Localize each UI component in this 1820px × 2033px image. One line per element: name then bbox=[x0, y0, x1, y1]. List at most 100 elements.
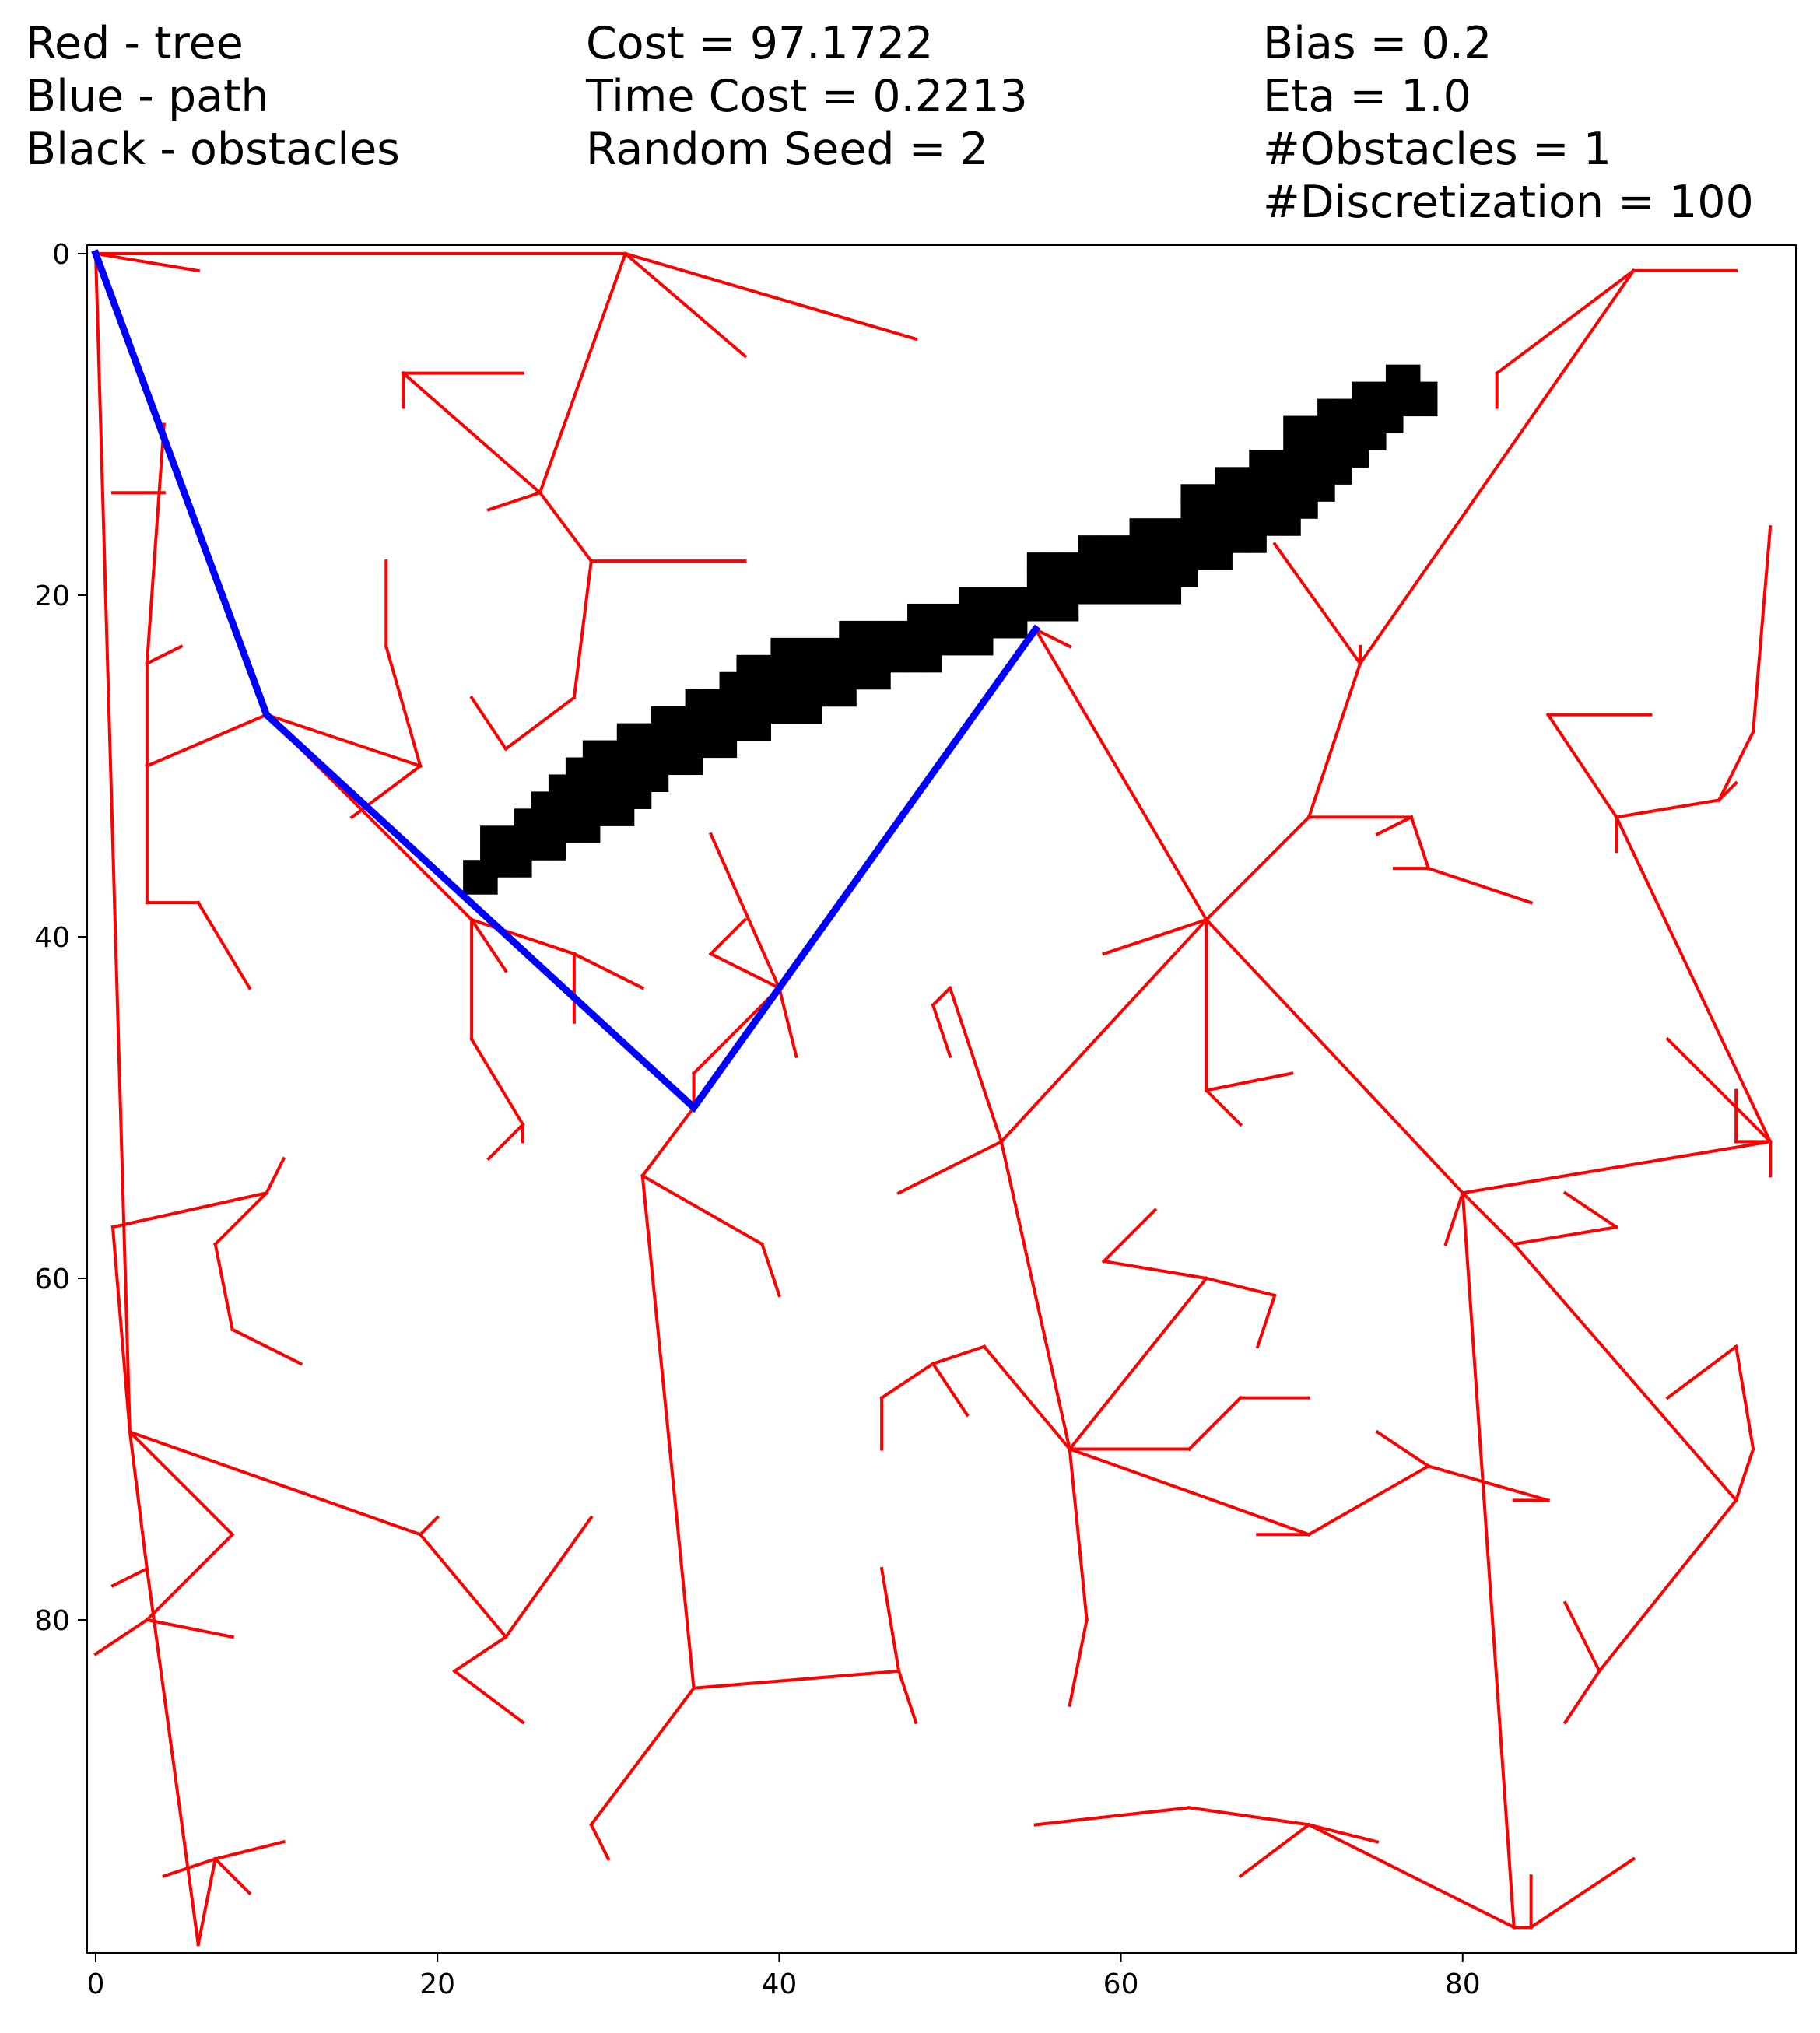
obstacle-cell bbox=[1283, 433, 1301, 450]
obstacle-cell bbox=[1180, 570, 1198, 587]
tree-edge bbox=[572, 559, 594, 699]
tree-edge bbox=[538, 251, 628, 495]
obstacle-cell bbox=[1232, 535, 1250, 553]
obstacle-cell bbox=[1198, 518, 1215, 536]
tree-edge bbox=[1615, 798, 1721, 819]
obstacle-cell bbox=[856, 671, 874, 690]
tree-edge bbox=[1204, 1276, 1277, 1298]
tree-edge bbox=[401, 370, 542, 496]
obstacle-cell bbox=[736, 654, 755, 673]
obstacle-cell bbox=[565, 774, 584, 792]
tree-edge bbox=[1461, 1140, 1773, 1195]
obstacle-cell bbox=[1369, 415, 1387, 434]
obstacle-cell bbox=[1215, 535, 1233, 553]
tree-edge bbox=[503, 695, 577, 752]
obstacle-cell bbox=[1300, 501, 1318, 519]
path-layer bbox=[91, 249, 1041, 1113]
obstacle-cell bbox=[839, 689, 857, 707]
tree-edge bbox=[948, 986, 1004, 1144]
obstacle-cell bbox=[1078, 535, 1096, 553]
obstacle-cell bbox=[514, 808, 532, 826]
obstacle-cell bbox=[599, 791, 618, 809]
obstacle-cell bbox=[480, 825, 498, 843]
obstacle-cell bbox=[1352, 398, 1369, 417]
obstacle-cell bbox=[1163, 587, 1182, 605]
obstacle-cell bbox=[975, 620, 994, 639]
obstacle-cell bbox=[1419, 381, 1438, 400]
tree-edge bbox=[589, 1685, 696, 1828]
tree-edge bbox=[1033, 627, 1209, 922]
obstacle-cell bbox=[633, 757, 652, 776]
obstacle-cell bbox=[633, 791, 652, 809]
obstacle-cell bbox=[1266, 518, 1284, 536]
obstacle-cell bbox=[856, 654, 874, 673]
tree-edge bbox=[640, 1105, 696, 1179]
tree-edge bbox=[212, 1856, 252, 1895]
obstacles-count-label: #Obstacles = 1 bbox=[1263, 124, 1611, 175]
obstacle-cell bbox=[736, 723, 755, 741]
tree-edge bbox=[1306, 1822, 1380, 1844]
tree-edge bbox=[1238, 1822, 1311, 1879]
obstacle-cell bbox=[1163, 570, 1182, 587]
tree-edge bbox=[1358, 268, 1636, 666]
obstacle-cell bbox=[1146, 552, 1165, 570]
tree-edge bbox=[1102, 1259, 1208, 1281]
obstacle-cell bbox=[1232, 484, 1250, 502]
tree-edge bbox=[93, 251, 132, 1434]
header: Red - tree Blue - path Black - obstacles… bbox=[0, 0, 1820, 233]
tree-edge bbox=[1187, 1806, 1311, 1827]
obstacle-cell bbox=[924, 637, 942, 656]
y-tick-label: 80 bbox=[34, 1605, 70, 1637]
obstacle-cell bbox=[1317, 415, 1335, 434]
obstacle-cell bbox=[856, 637, 874, 656]
tree-edge bbox=[1204, 917, 1465, 1196]
tree-edge bbox=[931, 1003, 952, 1059]
obstacle-cell bbox=[1163, 535, 1182, 553]
params-text: Bias = 0.2 Eta = 1.0 #Obstacles = 1 #Dis… bbox=[1263, 17, 1754, 229]
obstacle-cell bbox=[1009, 603, 1028, 622]
tree-edge bbox=[1426, 1463, 1551, 1502]
obstacle-cell bbox=[822, 637, 840, 656]
obstacle-cell bbox=[1215, 484, 1233, 502]
obstacle-cell bbox=[1129, 587, 1148, 605]
obstacle-cell bbox=[1112, 587, 1131, 605]
obstacle-cell bbox=[1043, 603, 1062, 622]
obstacle-cell bbox=[958, 587, 977, 605]
obstacle-cell bbox=[548, 843, 566, 861]
tree-edge bbox=[1751, 525, 1773, 734]
tree-edge bbox=[1426, 866, 1534, 905]
obstacle-cell bbox=[753, 706, 771, 724]
obstacle-cell bbox=[890, 654, 908, 673]
tree-edge bbox=[1717, 729, 1755, 803]
obstacle-cell bbox=[719, 723, 738, 741]
obstacle-cell bbox=[719, 671, 738, 690]
obstacle-cell bbox=[770, 689, 788, 707]
obstacle-cell bbox=[1334, 415, 1352, 434]
obstacle-cell bbox=[787, 671, 805, 690]
obstacle-cell bbox=[651, 757, 669, 776]
obstacle-cell bbox=[548, 825, 566, 843]
obstacle-cell bbox=[616, 757, 635, 776]
obstacle-cell bbox=[1215, 552, 1233, 570]
obstacle-cell bbox=[463, 860, 481, 878]
tree-edge bbox=[931, 1344, 987, 1366]
tree-edge bbox=[145, 1566, 200, 1947]
obstacle-cell bbox=[1352, 415, 1369, 434]
discretization-label: #Discretization = 100 bbox=[1263, 177, 1754, 228]
obstacle-cell bbox=[497, 843, 515, 861]
obstacle-cell bbox=[1402, 381, 1421, 400]
tree-edge bbox=[589, 1822, 611, 1861]
obstacle-cell bbox=[1043, 587, 1062, 605]
obstacle-cell bbox=[1163, 552, 1182, 570]
obstacle-cell bbox=[942, 637, 959, 656]
obstacle-cell bbox=[924, 620, 942, 639]
tree-edge bbox=[145, 422, 166, 665]
obstacle-cell bbox=[1352, 450, 1369, 468]
obstacle-cell bbox=[924, 603, 942, 622]
tree-edge bbox=[1665, 1036, 1773, 1144]
obstacle-cell bbox=[685, 740, 703, 759]
obstacle-cell bbox=[787, 689, 805, 707]
obstacle-cell bbox=[1249, 501, 1267, 519]
stats-text: Cost = 97.1722 Time Cost = 0.2213 Random… bbox=[586, 17, 1028, 176]
tree-edge bbox=[195, 900, 252, 990]
